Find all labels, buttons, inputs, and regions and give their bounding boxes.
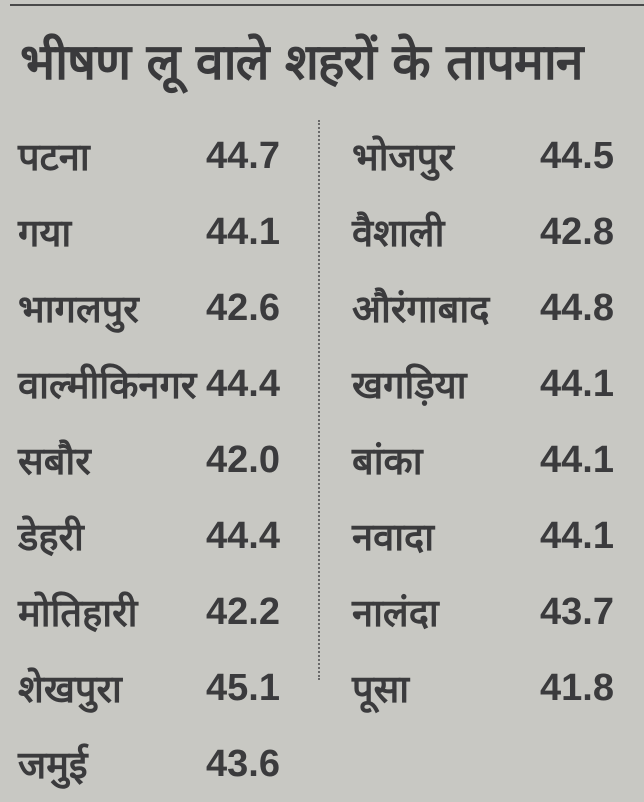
city-name: भोजपुर — [352, 135, 454, 179]
city-temperature: 44.1 — [206, 210, 280, 253]
city-temperature: 44.5 — [540, 134, 614, 177]
city-name: जमुई — [18, 743, 88, 787]
city-name: सबौर — [18, 439, 91, 483]
city-row: वाल्मीकिनगर 44.4 — [18, 346, 280, 422]
city-row: गया 44.1 — [18, 194, 280, 270]
top-rule — [10, 4, 644, 6]
city-row: भागलपुर 42.6 — [18, 270, 280, 346]
city-name: भागलपुर — [18, 287, 139, 331]
city-row: पूसा 41.8 — [352, 650, 614, 726]
city-temperature: 44.1 — [540, 438, 614, 481]
city-name: खगड़िया — [352, 363, 467, 407]
column-divider — [318, 120, 320, 680]
city-row: नालंदा 43.7 — [352, 574, 614, 650]
city-temperature: 43.6 — [206, 742, 280, 785]
city-row: मोतिहारी 42.2 — [18, 574, 280, 650]
city-name: वाल्मीकिनगर — [18, 363, 197, 407]
city-row: जमुई 43.6 — [18, 726, 280, 802]
city-temperature: 43.7 — [540, 590, 614, 633]
city-row: डेहरी 44.4 — [18, 498, 280, 574]
city-name: वैशाली — [352, 211, 445, 255]
city-row: भोजपुर 44.5 — [352, 118, 614, 194]
city-name: नालंदा — [352, 591, 439, 635]
city-row: शेखपुरा 45.1 — [18, 650, 280, 726]
city-name: औरंगाबाद — [352, 287, 490, 331]
city-temperature: 44.7 — [206, 134, 280, 177]
city-temperature: 42.2 — [206, 590, 280, 633]
left-column: पटना 44.7 गया 44.1 भागलपुर 42.6 वाल्मीकिनगर 44.… — [18, 118, 280, 802]
city-temperature: 44.4 — [206, 362, 280, 405]
city-name: शेखपुरा — [18, 667, 122, 711]
city-name: डेहरी — [18, 515, 84, 559]
city-temperature: 45.1 — [206, 666, 280, 709]
page-title: भीषण लू वाले शहरों के तापमान — [20, 33, 584, 91]
city-temperature: 42.8 — [540, 210, 614, 253]
city-temperature: 44.1 — [540, 514, 614, 557]
city-name: मोतिहारी — [18, 591, 138, 635]
city-name: नवादा — [352, 515, 435, 559]
city-temperature: 44.8 — [540, 286, 614, 329]
city-row: बांका 44.1 — [352, 422, 614, 498]
city-name: बांका — [352, 439, 423, 483]
city-row: खगड़िया 44.1 — [352, 346, 614, 422]
city-row: नवादा 44.1 — [352, 498, 614, 574]
city-temperature: 42.0 — [206, 438, 280, 481]
city-temperature: 42.6 — [206, 286, 280, 329]
city-temperature: 41.8 — [540, 666, 614, 709]
right-column: भोजपुर 44.5 वैशाली 42.8 औरंगाबाद 44.8 खगड़िया 4… — [352, 118, 614, 726]
city-row: औरंगाबाद 44.8 — [352, 270, 614, 346]
city-name: पूसा — [352, 667, 410, 711]
city-name: पटना — [18, 135, 90, 179]
city-row: पटना 44.7 — [18, 118, 280, 194]
city-row: वैशाली 42.8 — [352, 194, 614, 270]
city-name: गया — [18, 211, 72, 255]
city-temperature: 44.1 — [540, 362, 614, 405]
city-row: सबौर 42.0 — [18, 422, 280, 498]
city-temperature: 44.4 — [206, 514, 280, 557]
